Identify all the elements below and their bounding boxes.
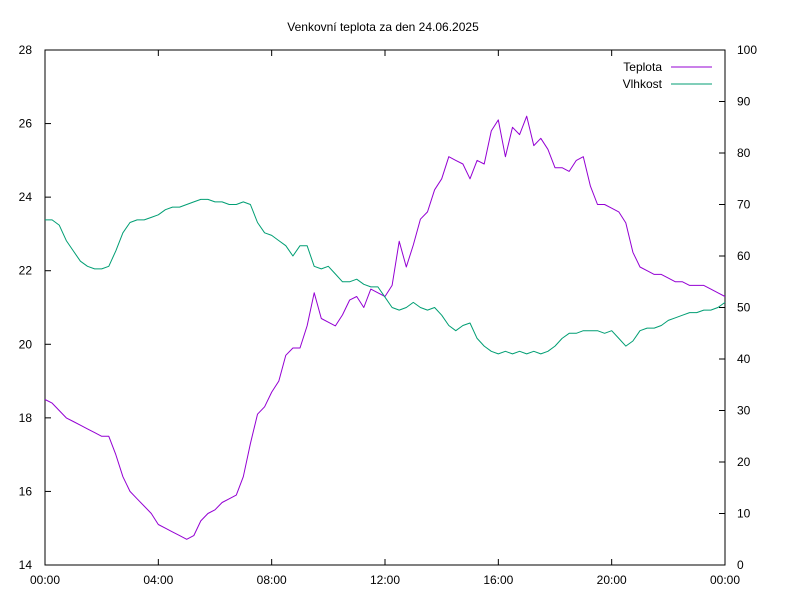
series-lines <box>44 115 726 540</box>
y-right-tick-label: 10 <box>737 507 751 521</box>
y-right-tick-label: 30 <box>737 404 751 418</box>
y-right-tick-label: 50 <box>737 301 751 315</box>
x-tick-label: 04:00 <box>143 573 173 587</box>
x-tick-label: 00:00 <box>710 573 740 587</box>
tick-marks: 14 16 18 20 22 24 26 28 0 10 20 30 40 50 60 70 80 90 100 00… <box>19 43 758 587</box>
y-right-tick-label: 100 <box>737 43 757 57</box>
y-right-tick-label: 90 <box>737 95 751 109</box>
y-left-tick-label: 14 <box>19 558 33 572</box>
y-left-tick-label: 18 <box>19 411 33 425</box>
y-left-tick-label: 24 <box>19 190 33 204</box>
series-line-vlhkost <box>45 198 726 355</box>
x-tick-label: 08:00 <box>257 573 287 587</box>
y-right-tick-label: 0 <box>737 558 744 572</box>
chart-title: Venkovní teplota za den 24.06.2025 <box>287 20 479 34</box>
x-tick-label: 00:00 <box>30 573 60 587</box>
plot-frame <box>44 49 726 566</box>
y-left-tick-label: 22 <box>19 264 33 278</box>
y-left-tick-label: 26 <box>19 117 33 131</box>
series-line-teplota <box>44 115 726 540</box>
x-tick-label: 12:00 <box>370 573 400 587</box>
y-left-tick-label: 28 <box>19 43 33 57</box>
y-left-tick-label: 16 <box>19 484 33 498</box>
legend-label-vlhkost: Vlhkost <box>623 77 663 91</box>
legend: Teplota Vlhkost <box>623 60 712 91</box>
legend-label-teplota: Teplota <box>623 60 662 74</box>
x-tick-label: 20:00 <box>597 573 627 587</box>
y-right-tick-label: 40 <box>737 352 751 366</box>
y-right-tick-label: 60 <box>737 249 751 263</box>
y-left-tick-label: 20 <box>19 337 33 351</box>
y-right-tick-label: 70 <box>737 198 751 212</box>
y-right-tick-label: 80 <box>737 146 751 160</box>
y-right-tick-label: 20 <box>737 455 751 469</box>
x-tick-label: 16:00 <box>483 573 513 587</box>
